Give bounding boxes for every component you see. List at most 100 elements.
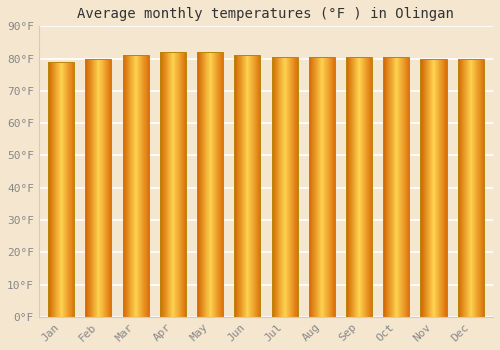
Bar (217, 52, 218, 317)
Bar (405, 57, 406, 317)
Bar (462, 58, 463, 317)
Bar (370, 57, 371, 317)
Bar (122, 55, 148, 317)
Bar (424, 58, 425, 317)
Bar (314, 57, 315, 317)
Bar (131, 55, 132, 317)
Bar (199, 52, 200, 317)
Bar (407, 57, 408, 317)
Bar (200, 52, 202, 317)
Bar (310, 57, 311, 317)
Bar (90, 58, 91, 317)
Bar (197, 52, 223, 317)
Bar (247, 55, 248, 317)
Bar (364, 57, 365, 317)
Bar (461, 58, 462, 317)
Bar (128, 55, 129, 317)
Bar (136, 55, 137, 317)
Bar (458, 58, 483, 317)
Bar (122, 55, 148, 317)
Bar (283, 57, 284, 317)
Bar (349, 57, 350, 317)
Bar (142, 55, 143, 317)
Bar (329, 57, 330, 317)
Bar (49, 62, 50, 317)
Bar (106, 58, 107, 317)
Bar (460, 58, 461, 317)
Bar (219, 52, 220, 317)
Bar (176, 52, 177, 317)
Bar (392, 57, 393, 317)
Bar (353, 57, 354, 317)
Bar (333, 57, 334, 317)
Bar (175, 52, 176, 317)
Bar (236, 55, 237, 317)
Bar (55, 62, 56, 317)
Bar (471, 58, 472, 317)
Bar (214, 52, 215, 317)
Bar (351, 57, 352, 317)
Bar (311, 57, 312, 317)
Bar (275, 57, 276, 317)
Bar (183, 52, 184, 317)
Bar (276, 57, 278, 317)
Bar (71, 62, 72, 317)
Bar (312, 57, 313, 317)
Bar (366, 57, 367, 317)
Bar (138, 55, 140, 317)
Bar (66, 62, 67, 317)
Bar (332, 57, 333, 317)
Bar (470, 58, 472, 317)
Bar (251, 55, 252, 317)
Bar (221, 52, 222, 317)
Bar (322, 57, 323, 317)
Bar (285, 57, 286, 317)
Bar (480, 58, 481, 317)
Bar (89, 58, 90, 317)
Bar (239, 55, 240, 317)
Bar (137, 55, 138, 317)
Bar (210, 52, 211, 317)
Bar (143, 55, 144, 317)
Bar (222, 52, 223, 317)
Bar (94, 58, 96, 317)
Bar (256, 55, 258, 317)
Bar (429, 58, 430, 317)
Bar (432, 58, 433, 317)
Bar (105, 58, 106, 317)
Bar (346, 57, 372, 317)
Bar (88, 58, 89, 317)
Bar (68, 62, 69, 317)
Bar (431, 58, 432, 317)
Bar (294, 57, 295, 317)
Bar (428, 58, 429, 317)
Bar (51, 62, 52, 317)
Bar (458, 58, 460, 317)
Bar (178, 52, 179, 317)
Bar (133, 55, 134, 317)
Bar (110, 58, 111, 317)
Bar (173, 52, 174, 317)
Bar (171, 52, 172, 317)
Bar (235, 55, 236, 317)
Bar (444, 58, 445, 317)
Bar (435, 58, 436, 317)
Bar (280, 57, 281, 317)
Bar (238, 55, 239, 317)
Bar (93, 58, 94, 317)
Bar (357, 57, 358, 317)
Bar (434, 58, 435, 317)
Bar (108, 58, 109, 317)
Bar (358, 57, 359, 317)
Bar (368, 57, 369, 317)
Bar (161, 52, 162, 317)
Bar (346, 57, 372, 317)
Bar (168, 52, 169, 317)
Bar (327, 57, 328, 317)
Bar (98, 58, 99, 317)
Bar (202, 52, 203, 317)
Bar (441, 58, 442, 317)
Bar (57, 62, 58, 317)
Bar (138, 55, 139, 317)
Bar (385, 57, 386, 317)
